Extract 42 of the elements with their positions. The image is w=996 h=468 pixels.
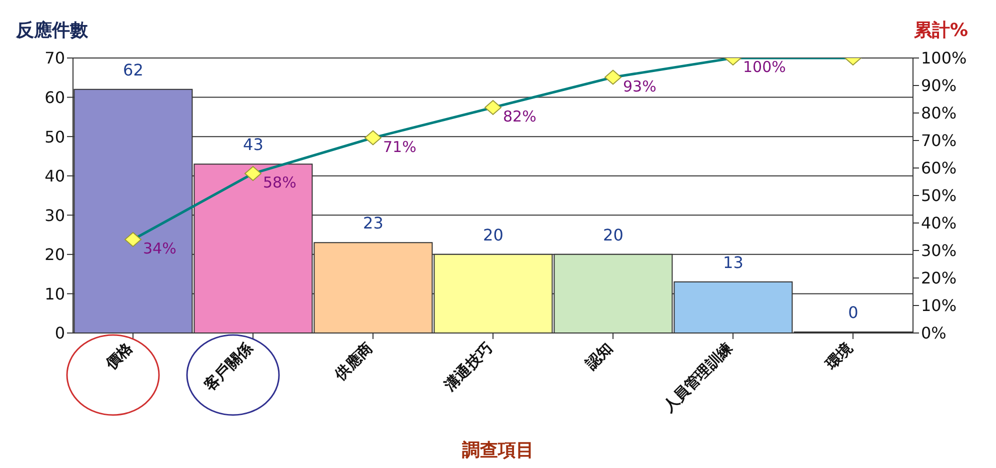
- y2-tick-label: 0%: [921, 324, 946, 343]
- data-label: 58%: [263, 174, 296, 192]
- y-tick-label: 20: [44, 245, 65, 264]
- data-label: 20: [603, 225, 624, 244]
- y2-tick-label: 20%: [921, 268, 957, 288]
- y2-tick-label: 40%: [921, 214, 957, 233]
- y2-tick-label: 80%: [921, 104, 957, 123]
- y2-tick-label: 70%: [921, 131, 957, 150]
- data-label: 34%: [143, 240, 176, 258]
- y-tick-label: 0: [54, 324, 65, 343]
- y2-tick-label: 90%: [921, 76, 957, 96]
- y-tick-label: 60: [44, 88, 65, 107]
- y2-tick-label: 30%: [921, 241, 957, 260]
- x-tick-label: 供應商: [330, 339, 376, 384]
- x-tick-label: 認知: [581, 339, 616, 374]
- y-tick-label: 10: [44, 284, 65, 304]
- y-tick-label: 40: [44, 166, 65, 186]
- x-tick-label: 環境: [821, 338, 857, 374]
- y-tick-label: 50: [44, 127, 65, 146]
- data-label: 43: [243, 135, 264, 154]
- data-label: 20: [483, 225, 504, 244]
- data-label: 0: [848, 303, 858, 322]
- y-axis-title: 反應件數: [16, 19, 88, 42]
- data-label: 62: [123, 60, 144, 80]
- data-label: 82%: [503, 108, 536, 126]
- data-label: 71%: [383, 138, 416, 156]
- x-tick-label: 溝通技巧: [440, 339, 496, 395]
- data-label: 100%: [743, 58, 786, 76]
- y-tick-label: 70: [44, 48, 65, 68]
- x-tick-label: 人員管理訓練: [658, 338, 737, 416]
- y2-axis-title: 累計%: [914, 19, 968, 42]
- data-label: 93%: [623, 77, 656, 96]
- x-tick-label: 價格: [101, 338, 137, 374]
- data-label: 23: [363, 214, 384, 233]
- y2-tick-label: 10%: [921, 296, 957, 316]
- y2-tick-label: 100%: [921, 48, 967, 68]
- y2-tick-label: 50%: [921, 186, 957, 206]
- data-label: 13: [723, 252, 744, 272]
- y-tick-label: 30: [44, 206, 65, 225]
- y2-tick-label: 60%: [921, 158, 957, 178]
- x-axis-title: 調查項目: [461, 439, 535, 462]
- x-tick-label: 客戶關係: [200, 338, 257, 395]
